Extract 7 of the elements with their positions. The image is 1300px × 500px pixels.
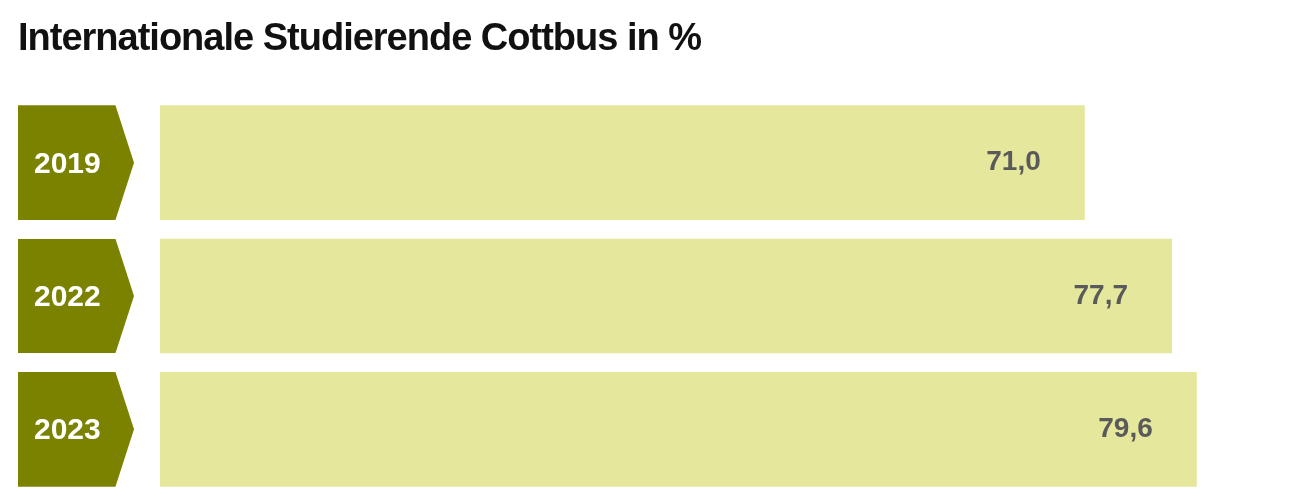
y-tick-label: 2022 <box>34 278 101 313</box>
y-tick-label: 2023 <box>34 412 101 447</box>
y-tick-label: 2019 <box>34 145 101 180</box>
data-label: 79,6 <box>1098 412 1153 444</box>
data-label: 77,7 <box>1073 278 1129 310</box>
chart-title: Internationale Studierende Cottbus in % <box>18 16 702 59</box>
data-label: 71,0 <box>986 145 1041 177</box>
